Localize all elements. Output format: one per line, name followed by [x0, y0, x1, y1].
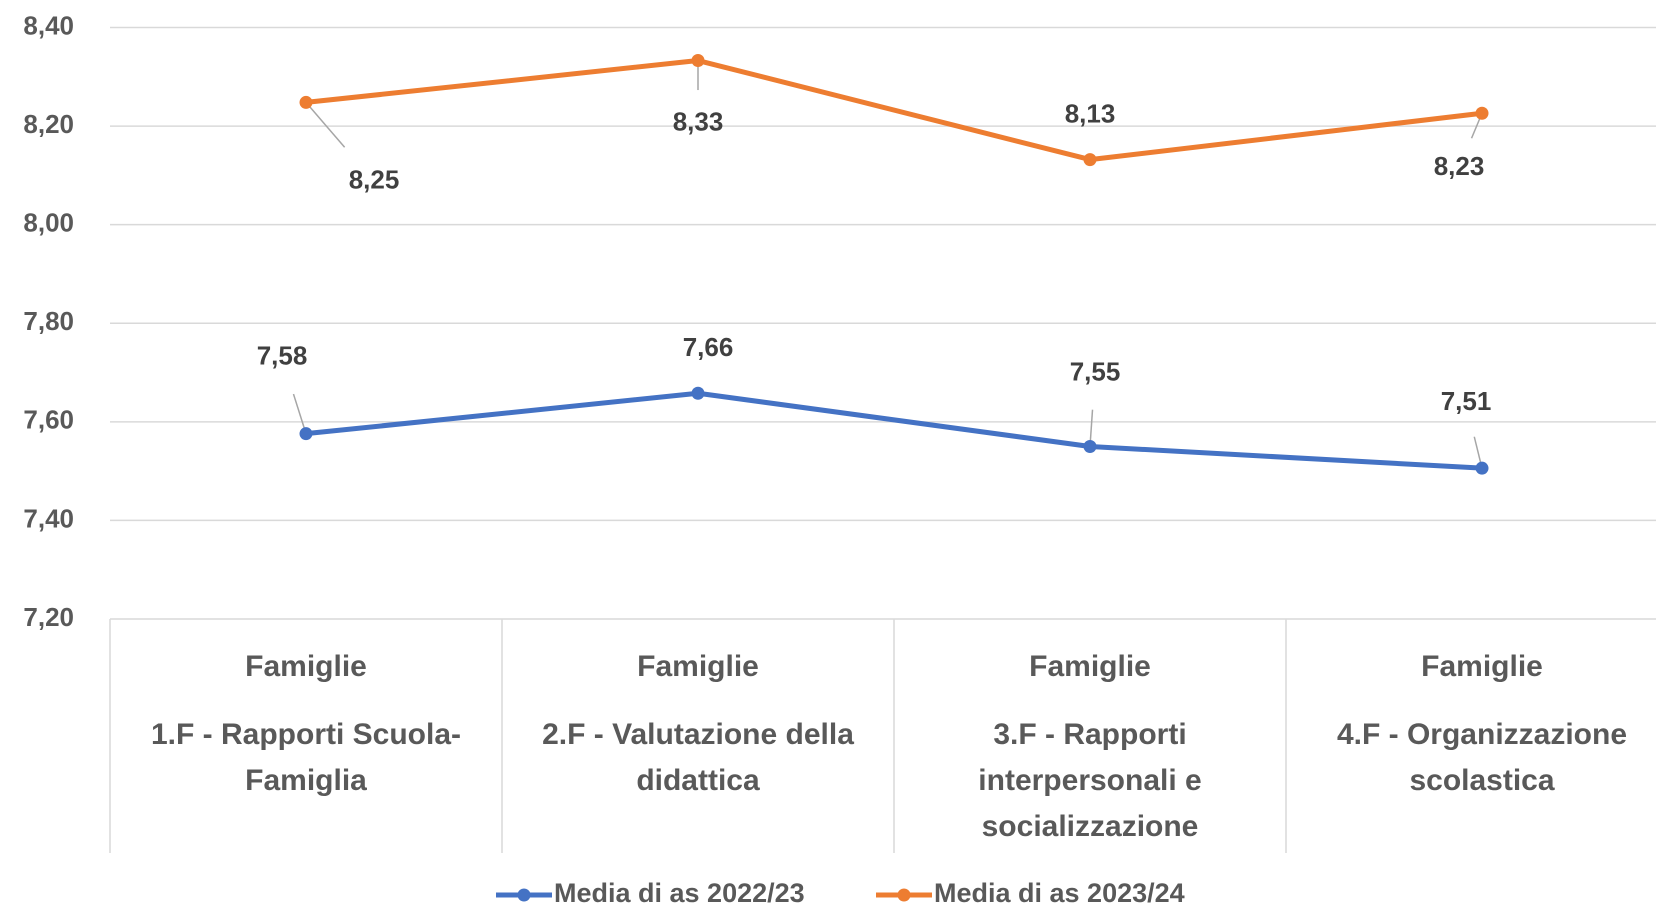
marker: [299, 427, 313, 441]
data-label: 7,51: [1441, 386, 1492, 416]
legend-marker: [897, 888, 911, 902]
series-line: [305, 390, 1483, 471]
x-tick-label: Famiglie 4.F - Organizzazione scolastica: [1296, 644, 1656, 804]
data-label: 8,23: [1434, 151, 1485, 181]
category-label: 1.F - Rapporti Scuola-Famiglia: [150, 718, 462, 797]
y-tick-label: 7,20: [23, 602, 74, 632]
x-tick-label: Famiglie 1.F - Rapporti Scuola-Famiglia: [120, 644, 492, 804]
marker: [299, 95, 313, 109]
y-tick-label: 8,00: [23, 208, 74, 238]
data-label: 7,55: [1070, 356, 1121, 386]
data-label: 7,66: [683, 332, 734, 362]
marker: [1475, 461, 1489, 475]
data-label: 8,25: [349, 164, 400, 194]
data-label: 7,58: [257, 341, 308, 371]
data-label: 8,33: [673, 106, 724, 136]
marker: [1475, 106, 1489, 120]
category-group: Famiglie: [1421, 650, 1543, 683]
legend-label: Media di as 2023/24: [934, 878, 1185, 908]
y-tick-label: 7,80: [23, 306, 74, 336]
x-tick-label: Famiglie 2.F - Valutazione della didattic…: [512, 644, 884, 804]
category-label: 2.F - Valutazione della didattica: [542, 718, 854, 797]
marker: [1083, 439, 1097, 453]
y-tick-label: 8,40: [23, 10, 74, 40]
series-line: [305, 58, 1483, 163]
marker: [1083, 153, 1097, 167]
category-label: 4.F - Organizzazione scolastica: [1336, 718, 1628, 797]
leader-line: [305, 101, 346, 148]
data-label: 8,13: [1065, 98, 1116, 128]
legend-marker: [517, 888, 531, 902]
x-tick-label: Famiglie 3.F - Rapporti interpersonali e …: [904, 644, 1276, 850]
leader-line: [292, 393, 307, 434]
category-group: Famiglie: [245, 650, 367, 683]
y-tick-label: 7,60: [23, 405, 74, 435]
y-tick-label: 7,40: [23, 503, 74, 533]
category-group: Famiglie: [1029, 650, 1151, 683]
category-group: Famiglie: [637, 650, 759, 683]
y-tick-label: 8,20: [23, 109, 74, 139]
legend-label: Media di as 2022/23: [554, 878, 805, 908]
category-label: 3.F - Rapporti interpersonali e socializ…: [978, 718, 1202, 843]
marker: [691, 386, 705, 400]
marker: [691, 54, 705, 68]
